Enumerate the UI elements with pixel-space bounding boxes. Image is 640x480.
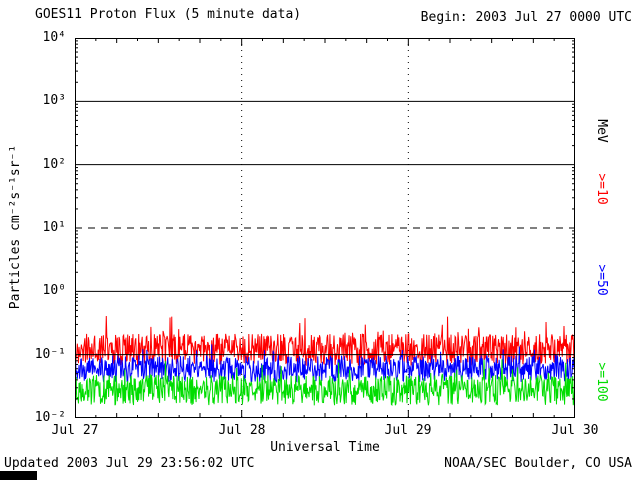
y-tick-label-1e-1: 10⁻¹ — [34, 347, 66, 362]
source-credit: NOAA/SEC Boulder, CO USA — [444, 456, 632, 471]
updated-timestamp: Updated 2003 Jul 29 23:56:02 UTC — [4, 456, 255, 471]
y-tick-label-1e1: 10¹ — [42, 220, 66, 235]
begin-timestamp: Begin: 2003 Jul 27 0000 UTC — [420, 10, 632, 25]
bottom-left-black-bar — [0, 471, 37, 480]
y-tick-label-1e2: 10² — [42, 157, 66, 172]
y-tick-label-1e-2: 10⁻² — [34, 410, 66, 425]
x-tick-label-jul27: Jul 27 — [51, 423, 99, 438]
series-line-gte100 — [75, 359, 575, 406]
series-label-gte100: >=100 — [594, 362, 609, 402]
series-line-gte10 — [75, 315, 575, 367]
x-tick-label-jul30: Jul 30 — [551, 423, 599, 438]
proton-flux-plot-area — [75, 38, 575, 418]
y-tick-label-1e3: 10³ — [42, 93, 66, 108]
plot-frame — [75, 38, 575, 418]
x-tick-label-jul28: Jul 28 — [218, 423, 266, 438]
x-tick-label-jul29: Jul 29 — [384, 423, 432, 438]
y-tick-label-1e0: 10⁰ — [42, 283, 66, 298]
x-axis-label: Universal Time — [270, 440, 380, 455]
chart-title: GOES11 Proton Flux (5 minute data) — [35, 7, 302, 22]
series-line-gte50 — [75, 344, 575, 384]
y-tick-label-1e4: 10⁴ — [42, 30, 66, 45]
